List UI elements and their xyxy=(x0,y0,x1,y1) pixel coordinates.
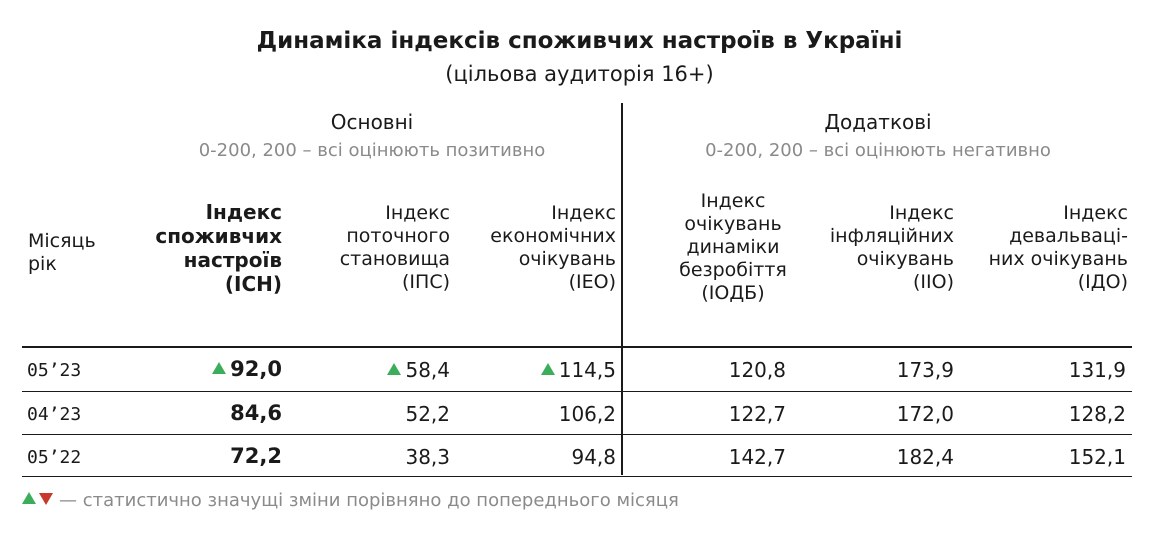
cell-isn: 92,0 xyxy=(120,357,282,381)
group-title-main: Основні xyxy=(330,110,414,134)
row-divider xyxy=(22,434,1132,435)
cell-iodb: 142,7 xyxy=(728,445,786,469)
group-title-extra: Додаткові xyxy=(824,110,932,134)
cell-iodb: 120,8 xyxy=(728,358,786,382)
group-scale-main: 0-200, 200 – всі оцінюють позитивно xyxy=(198,140,546,161)
column-header-ips: Індекс поточного становища (ІПС) xyxy=(339,202,450,293)
cell-ido: 131,9 xyxy=(1068,358,1126,382)
up-triangle-icon xyxy=(540,363,555,375)
column-header-isn: Індекс споживчих настроїв (ІСН) xyxy=(155,200,282,296)
table-row-month: 05’23 xyxy=(27,360,82,381)
table-row-month: 04’23 xyxy=(27,404,82,425)
table-row-month: 05’22 xyxy=(27,447,82,468)
group-divider xyxy=(621,103,623,475)
row-divider xyxy=(22,391,1132,392)
cell-iio: 173,9 xyxy=(896,358,954,382)
cell-ieo: 94,8 xyxy=(571,445,616,469)
legend-text: — статистично значущі зміни порівняно до… xyxy=(59,490,679,511)
legend: — статистично значущі зміни порівняно до… xyxy=(22,490,679,511)
table-header-rule xyxy=(22,346,1132,348)
cell-ieo: 106,2 xyxy=(558,402,616,426)
cell-iio: 182,4 xyxy=(896,445,954,469)
up-triangle-icon xyxy=(387,363,402,375)
cell-ips: 58,4 xyxy=(300,358,450,382)
column-header-ido: Індекс девальваці- них очікувань (ІДО) xyxy=(988,202,1128,293)
cell-ido: 152,1 xyxy=(1068,445,1126,469)
cell-isn: 84,6 xyxy=(230,401,282,425)
cell-isn: 72,2 xyxy=(230,444,282,468)
up-triangle-icon xyxy=(212,362,227,374)
up-triangle-icon xyxy=(22,492,36,504)
cell-ips: 52,2 xyxy=(405,402,450,426)
cell-ido: 128,2 xyxy=(1068,402,1126,426)
cell-iodb: 122,7 xyxy=(728,402,786,426)
page-title: Динаміка індексів споживчих настроїв в У… xyxy=(256,28,903,54)
cell-ieo: 114,5 xyxy=(460,358,616,382)
cell-ips: 38,3 xyxy=(405,445,450,469)
column-header-ieo: Індекс економічних очікувань (ІЕО) xyxy=(490,202,616,293)
column-header-month: Місяць рік xyxy=(28,230,96,275)
group-scale-extra: 0-200, 200 – всі оцінюють негативно xyxy=(705,140,1051,161)
row-divider xyxy=(22,476,1132,477)
page-subtitle: (цільова аудиторія 16+) xyxy=(445,62,714,86)
down-triangle-icon xyxy=(39,493,53,505)
column-header-iio: Індекс інфляційних очікувань (ІІО) xyxy=(829,202,954,293)
column-header-iodb: Індекс очікувань динаміки безробіття (ІО… xyxy=(679,190,787,304)
cell-iio: 172,0 xyxy=(896,402,954,426)
